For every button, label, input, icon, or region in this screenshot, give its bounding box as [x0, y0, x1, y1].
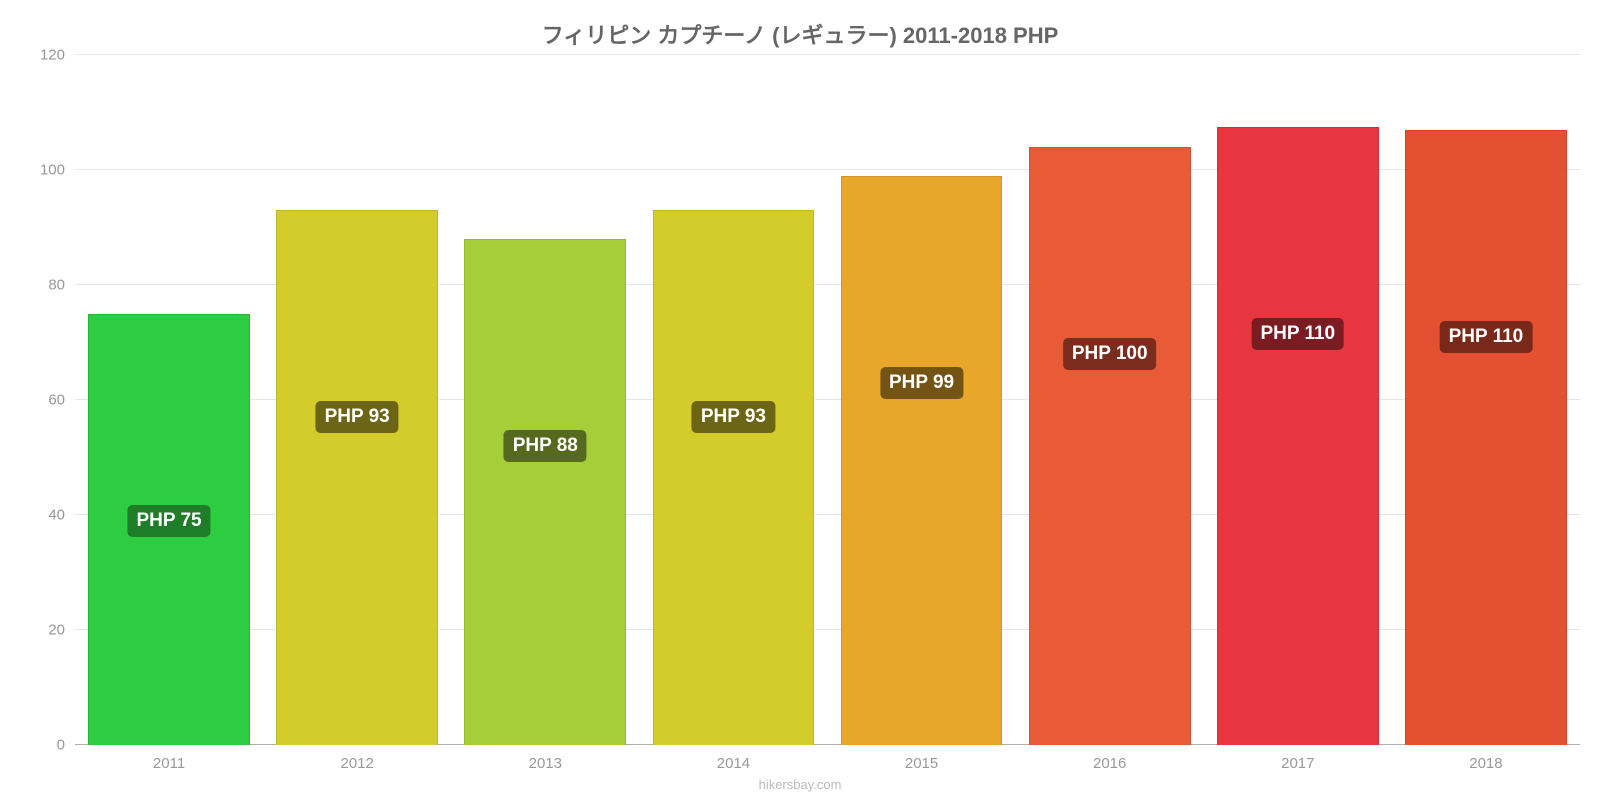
- bar-slot: PHP 1002016: [1016, 55, 1204, 745]
- bar-slot: PHP 1102017: [1204, 55, 1392, 745]
- x-axis-tick: 2018: [1469, 755, 1502, 772]
- y-axis-tick: 20: [48, 622, 65, 639]
- y-axis-tick: 120: [40, 47, 65, 64]
- x-axis-tick: 2015: [905, 755, 938, 772]
- bar-value-label: PHP 110: [1440, 321, 1533, 353]
- bar: PHP 99: [841, 176, 1003, 745]
- bar: PHP 75: [88, 314, 250, 745]
- bar: PHP 110: [1405, 130, 1567, 745]
- x-axis-tick: 2011: [153, 755, 185, 772]
- bar: PHP 100: [1029, 147, 1191, 745]
- chart-plot-area: 020406080100120PHP 752011PHP 932012PHP 8…: [75, 55, 1580, 745]
- x-axis-tick: 2016: [1093, 755, 1126, 772]
- y-axis-tick: 0: [57, 737, 65, 754]
- bar: PHP 88: [464, 239, 626, 745]
- y-axis-tick: 40: [48, 507, 65, 524]
- y-axis-tick: 80: [48, 277, 65, 294]
- bar-slot: PHP 752011: [75, 55, 263, 745]
- bar-value-label: PHP 100: [1063, 338, 1157, 370]
- bar-slot: PHP 932012: [263, 55, 451, 745]
- bar-value-label: PHP 75: [127, 505, 210, 537]
- bar-value-label: PHP 88: [504, 430, 587, 462]
- x-axis-tick: 2013: [529, 755, 562, 772]
- bar-value-label: PHP 93: [316, 401, 399, 433]
- bar-value-label: PHP 99: [880, 367, 963, 399]
- bar-slot: PHP 882013: [451, 55, 639, 745]
- bar-slot: PHP 932014: [639, 55, 827, 745]
- attribution-text: hikersbay.com: [759, 777, 842, 792]
- x-axis-tick: 2012: [341, 755, 374, 772]
- bar-value-label: PHP 110: [1251, 318, 1344, 350]
- bar-slot: PHP 1102018: [1392, 55, 1580, 745]
- bar-slot: PHP 992015: [828, 55, 1016, 745]
- bar: PHP 93: [653, 210, 815, 745]
- x-axis-tick: 2017: [1281, 755, 1314, 772]
- y-axis-tick: 100: [40, 162, 65, 179]
- x-axis-tick: 2014: [717, 755, 750, 772]
- bar: PHP 110: [1217, 127, 1379, 745]
- bar: PHP 93: [276, 210, 438, 745]
- chart-title: フィリピン カプチーノ (レギュラー) 2011-2018 PHP: [0, 0, 1600, 50]
- y-axis-tick: 60: [48, 392, 65, 409]
- bar-value-label: PHP 93: [692, 401, 775, 433]
